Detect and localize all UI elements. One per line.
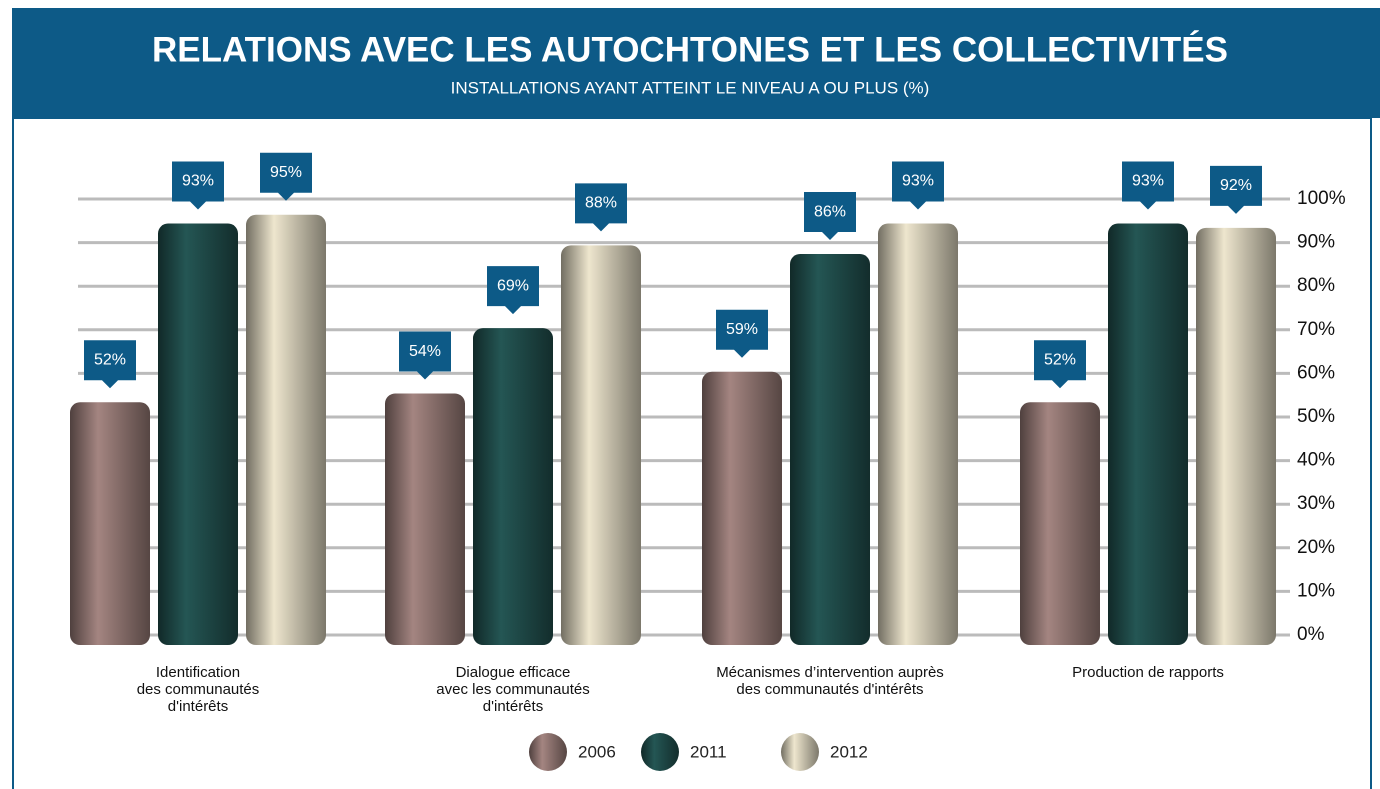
- value-label: 92%: [1220, 177, 1252, 194]
- chart-subtitle: INSTALLATIONS AYANT ATTEINT LE NIVEAU A …: [451, 78, 930, 97]
- bar: [158, 224, 238, 645]
- y-tick-label: 70%: [1297, 319, 1335, 340]
- legend-swatch: [641, 733, 679, 771]
- bar: [473, 328, 553, 645]
- value-label: 86%: [814, 203, 846, 220]
- x-tick-label: Production de rapports: [998, 664, 1298, 681]
- y-tick-label: 80%: [1297, 275, 1335, 296]
- x-tick-label: Mécanismes d’intervention auprès des com…: [680, 664, 980, 698]
- x-tick-label: Identification des communautés d'intérêt…: [48, 664, 348, 715]
- value-label: 93%: [182, 173, 214, 190]
- bar: [385, 394, 465, 645]
- bar: [878, 224, 958, 645]
- value-label: 93%: [1132, 173, 1164, 190]
- value-label: 54%: [409, 343, 441, 360]
- y-tick-label: 50%: [1297, 406, 1335, 427]
- value-label: 88%: [585, 195, 617, 212]
- y-tick-label: 90%: [1297, 232, 1335, 253]
- y-tick-label: 20%: [1297, 537, 1335, 558]
- legend-swatch: [529, 733, 567, 771]
- legend-swatch: [781, 733, 819, 771]
- value-label: 69%: [497, 277, 529, 294]
- value-label: 52%: [1044, 351, 1076, 368]
- legend-label: 2006: [578, 742, 616, 761]
- bar: [1196, 228, 1276, 645]
- value-label: 59%: [726, 321, 758, 338]
- page: RELATIONS AVEC LES AUTOCHTONES ET LES CO…: [0, 0, 1380, 789]
- y-tick-label: 40%: [1297, 450, 1335, 471]
- y-tick-label: 10%: [1297, 580, 1335, 601]
- y-tick-label: 30%: [1297, 493, 1335, 514]
- y-tick-label: 0%: [1297, 624, 1325, 645]
- bar: [246, 215, 326, 645]
- y-tick-label: 60%: [1297, 362, 1335, 383]
- value-label: 95%: [270, 164, 302, 181]
- bar: [1108, 224, 1188, 645]
- bar: [70, 402, 150, 645]
- chart-title: RELATIONS AVEC LES AUTOCHTONES ET LES CO…: [152, 29, 1228, 69]
- bar: [790, 254, 870, 645]
- legend-label: 2012: [830, 742, 868, 761]
- x-tick-label: Dialogue efficace avec les communautés d…: [363, 664, 663, 715]
- value-label: 93%: [902, 173, 934, 190]
- bar: [702, 372, 782, 645]
- value-label: 52%: [94, 351, 126, 368]
- y-tick-label: 100%: [1297, 188, 1346, 209]
- bar: [1020, 402, 1100, 645]
- bar: [561, 245, 641, 645]
- legend-label: 2011: [690, 742, 727, 761]
